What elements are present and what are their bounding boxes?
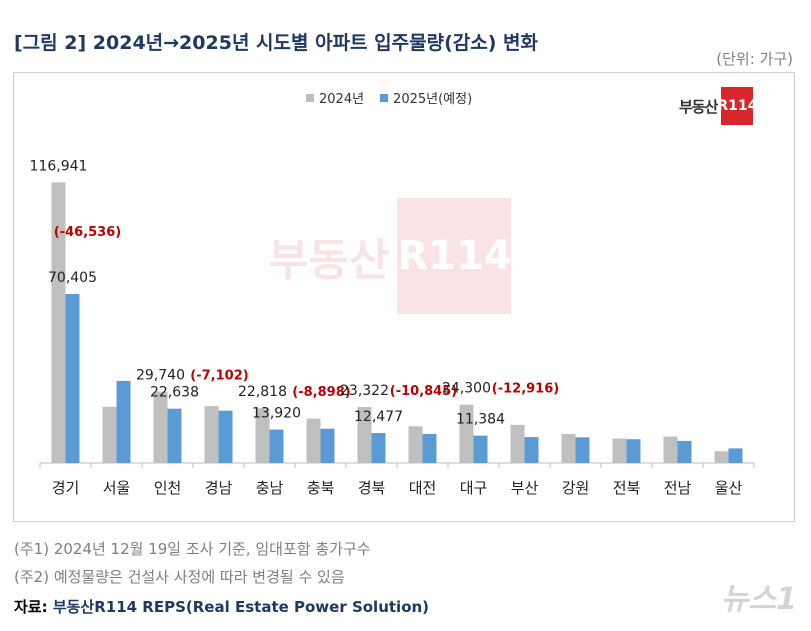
source-label: 자료: <box>14 598 53 616</box>
news-watermark: 뉴스1 <box>720 582 797 617</box>
source-line: 자료: 부동산R114 REPS(Real Estate Power Solut… <box>14 596 429 617</box>
bar-2025-대전 <box>422 433 437 463</box>
bar-2025-전남 <box>677 440 692 463</box>
bar-2024-충북 <box>306 418 321 463</box>
x-tick-label: 전남 <box>664 479 692 497</box>
x-tick-label: 경기 <box>52 479 80 497</box>
footnote-2: (주2) 예정물량은 건설사 사정에 따라 변경될 수 있음 <box>14 568 345 586</box>
bar-2024-울산 <box>714 451 729 463</box>
bar-2025-경기 <box>65 294 80 463</box>
legend-item-2024: 2024년 <box>306 88 364 107</box>
bar-2025-경남 <box>218 410 233 463</box>
bar-2024-경기 <box>51 182 66 463</box>
bar-2024-강원 <box>561 433 576 463</box>
x-tick-label: 전북 <box>613 479 641 497</box>
watermark-text: 부동산 <box>268 235 390 286</box>
chart-frame <box>13 72 795 522</box>
legend-label-2025: 2025년(예정) <box>393 92 473 107</box>
unit-label: (단위: 가구) <box>716 50 793 68</box>
bar-2025-울산 <box>728 448 743 463</box>
bar-2024-인천 <box>153 391 168 463</box>
x-tick-label: 서울 <box>103 479 131 497</box>
data-label-2024: 24,300 <box>442 381 491 397</box>
data-label-2025: 70,405 <box>48 270 97 286</box>
legend-swatch-2024 <box>306 93 314 102</box>
bar-2025-경북 <box>371 433 386 463</box>
bar-2025-인천 <box>167 408 182 463</box>
bar-2024-대구 <box>459 404 474 463</box>
bar-2024-충남 <box>255 408 270 463</box>
bar-2025-전북 <box>626 439 641 463</box>
legend-label-2024: 2024년 <box>319 92 365 107</box>
logo-box: R114 <box>717 87 757 125</box>
data-label-diff: (-10,845) <box>390 384 457 399</box>
legend-swatch-2025 <box>380 93 389 102</box>
data-label-diff: (-8,898) <box>292 385 350 400</box>
bar-2025-강원 <box>575 437 590 463</box>
x-tick-label: 대구 <box>460 479 488 497</box>
bar-2025-서울 <box>116 380 131 463</box>
bar-2024-서울 <box>102 406 117 463</box>
bar-2024-부산 <box>510 424 525 463</box>
data-label-2024: 22,818 <box>238 384 287 400</box>
logo-text: 부동산 <box>679 97 718 116</box>
chart-title: [그림 2] 2024년→2025년 시도별 아파트 입주물량(감소) 변화 <box>14 32 538 54</box>
data-label-2025: 11,384 <box>456 412 505 428</box>
bar-2025-부산 <box>524 437 539 463</box>
bar-2025-충남 <box>269 429 284 463</box>
x-tick-label: 경남 <box>205 479 233 497</box>
bar-2024-전북 <box>612 438 627 463</box>
bar-2024-대전 <box>408 426 423 463</box>
x-tick-label: 충남 <box>256 479 284 497</box>
legend: 2024년 2025년(예정) <box>306 88 472 107</box>
bar-2024-경북 <box>357 407 372 463</box>
brand-watermark: 부동산 R114 <box>268 198 512 314</box>
data-label-2024: 29,740 <box>136 368 185 384</box>
bar-2024-전남 <box>663 436 678 463</box>
watermark-box: R114 <box>397 198 512 314</box>
data-label-diff: (-46,536) <box>54 225 121 240</box>
data-label-2024: 23,322 <box>340 383 389 399</box>
data-label-2025: 22,638 <box>150 385 199 401</box>
data-label-2025: 12,477 <box>354 409 403 425</box>
data-label-2025: 13,920 <box>252 406 301 422</box>
x-tick-label: 대전 <box>409 479 437 497</box>
footnote-1: (주1) 2024년 12월 19일 조사 기준, 임대포함 총가구수 <box>14 540 371 558</box>
x-tick-label: 강원 <box>562 479 590 497</box>
x-tick-label: 경북 <box>358 479 386 497</box>
data-label-diff: (-7,102) <box>190 369 248 384</box>
x-tick-label: 부산 <box>511 479 539 497</box>
bar-2025-대구 <box>473 435 488 463</box>
x-tick-label: 충북 <box>307 479 335 497</box>
bar-2024-경남 <box>204 406 219 463</box>
data-label-2024: 116,941 <box>30 158 88 174</box>
source-text: 부동산R114 REPS(Real Estate Power Solution) <box>52 598 430 616</box>
bar-2025-충북 <box>320 428 335 463</box>
x-tick-label: 인천 <box>154 479 182 497</box>
brand-logo: 부동산 R114 <box>679 87 757 125</box>
legend-item-2025: 2025년(예정) <box>380 88 472 107</box>
data-label-diff: (-12,916) <box>492 382 559 397</box>
x-tick-label: 울산 <box>715 479 743 497</box>
